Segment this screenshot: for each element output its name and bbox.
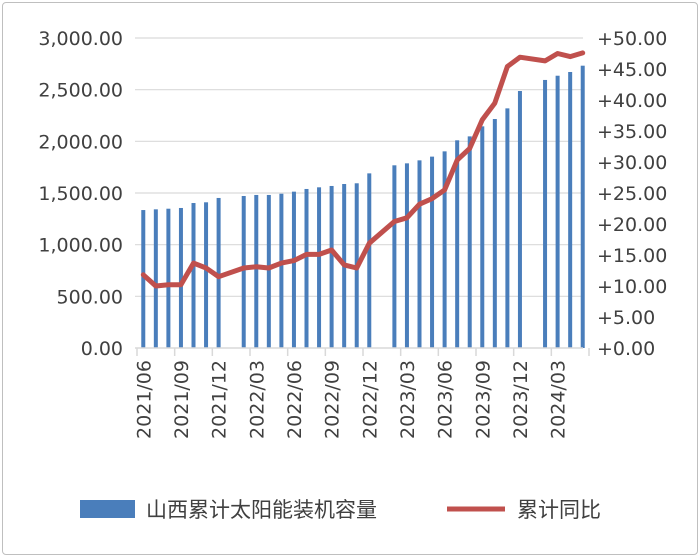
left-axis-tick-label: 3,000.00 — [38, 28, 123, 50]
right-axis-tick-label: +0.00 — [597, 338, 655, 360]
left-axis-tick-label: 2,000.00 — [38, 131, 123, 153]
right-axis-tick-label: +40.00 — [597, 90, 667, 112]
bar — [279, 193, 284, 348]
left-axis-tick-label: 2,500.00 — [38, 80, 123, 102]
bar — [254, 194, 259, 348]
right-axis-tick-label: +25.00 — [597, 183, 667, 205]
x-tick-label: 2024/03 — [548, 360, 570, 439]
right-axis-tick-label: +20.00 — [597, 214, 667, 236]
bar — [442, 151, 447, 348]
bar — [304, 188, 309, 348]
x-tick-label: 2023/09 — [472, 360, 494, 439]
right-axis-tick-label: +30.00 — [597, 152, 667, 174]
right-axis-tick-label: +5.00 — [597, 307, 655, 329]
right-axis-tick-label: +50.00 — [597, 28, 667, 50]
right-axis-tick-label: +45.00 — [597, 59, 667, 81]
bar — [291, 191, 296, 348]
bar — [191, 203, 196, 348]
x-tick-label: 2021/12 — [209, 360, 231, 439]
x-tick-label: 2023/12 — [510, 360, 532, 439]
bar — [141, 210, 146, 348]
bar — [467, 136, 472, 348]
right-axis-tick-label: +10.00 — [597, 276, 667, 298]
bar — [430, 156, 435, 348]
bar — [204, 202, 209, 348]
x-tick-label: 2022/12 — [359, 360, 381, 439]
x-tick-label: 2021/06 — [133, 360, 155, 439]
left-axis-tick-label: 500.00 — [57, 286, 123, 308]
bar — [178, 207, 183, 348]
bar — [266, 194, 271, 348]
legend-swatch-bar — [80, 500, 135, 518]
bar — [517, 91, 522, 348]
x-tick-label: 2022/03 — [246, 360, 268, 439]
bar — [580, 65, 585, 349]
bar — [153, 209, 158, 348]
yoy-line — [140, 50, 586, 289]
bar — [317, 187, 322, 348]
bar — [480, 126, 485, 348]
x-tick-label: 2021/09 — [171, 360, 193, 439]
x-tick-label: 2022/09 — [322, 360, 344, 439]
x-tick-label: 2023/06 — [435, 360, 457, 439]
right-axis-tick-label: +15.00 — [597, 245, 667, 267]
legend-label-line: 累计同比 — [517, 498, 601, 522]
x-tick-label: 2022/06 — [284, 360, 306, 439]
bar — [492, 119, 497, 348]
left-axis-tick-label: 1,500.00 — [38, 183, 123, 205]
bar — [505, 108, 510, 349]
left-axis-tick-label: 1,000.00 — [38, 235, 123, 257]
legend: 山西累计太阳能装机容量 累计同比 — [80, 498, 601, 522]
bar — [555, 75, 560, 348]
bar — [455, 140, 460, 348]
bar — [392, 165, 397, 348]
bar — [329, 185, 334, 348]
legend-label-bar: 山西累计太阳能装机容量 — [146, 498, 377, 522]
x-tick-label: 2023/03 — [397, 360, 419, 439]
bar — [216, 197, 221, 348]
right-axis-tick-label: +35.00 — [597, 121, 667, 143]
bar — [568, 71, 573, 348]
left-axis-tick-label: 0.00 — [81, 338, 123, 360]
bar — [543, 79, 548, 348]
bar — [367, 173, 372, 348]
bar — [417, 160, 422, 348]
bar — [166, 208, 171, 348]
bar — [404, 163, 409, 348]
bar — [241, 195, 246, 348]
